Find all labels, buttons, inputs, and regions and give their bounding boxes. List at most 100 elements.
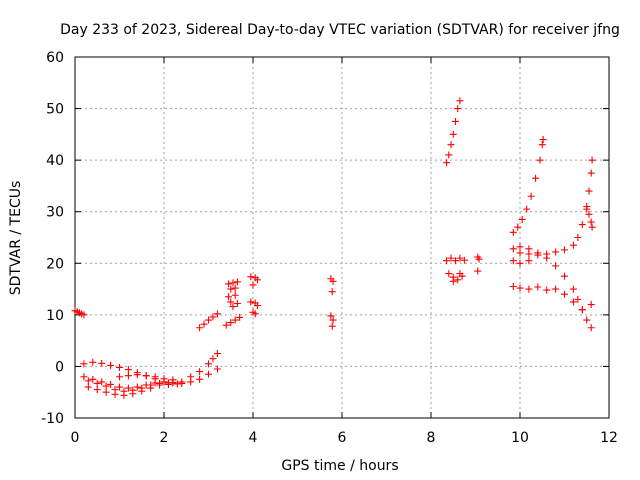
series-fall-10-11.6 bbox=[509, 243, 595, 332]
data-point bbox=[451, 117, 459, 125]
data-point bbox=[328, 322, 336, 330]
data-point bbox=[187, 378, 195, 386]
data-point bbox=[84, 377, 92, 385]
data-point bbox=[222, 321, 230, 329]
data-point bbox=[213, 350, 221, 358]
data-point bbox=[225, 280, 233, 288]
data-point bbox=[133, 371, 141, 379]
y-tick-label: 10 bbox=[46, 308, 64, 324]
data-point bbox=[231, 291, 239, 299]
data-point bbox=[133, 383, 141, 391]
data-point bbox=[124, 366, 132, 374]
series-rise-10.4 bbox=[509, 136, 547, 236]
data-point bbox=[539, 136, 547, 144]
series-band-8.5-lower bbox=[445, 270, 466, 285]
data-point bbox=[236, 313, 244, 321]
data-point bbox=[583, 205, 591, 213]
y-axis-label: SDTVAR / TECUs bbox=[8, 181, 24, 296]
data-point bbox=[229, 279, 237, 287]
data-point bbox=[538, 141, 546, 149]
series-arc-d bbox=[84, 377, 172, 395]
axis-ticks bbox=[74, 56, 610, 419]
data-point bbox=[213, 310, 221, 318]
data-point bbox=[518, 215, 526, 223]
x-tick-label: 6 bbox=[338, 430, 347, 446]
data-point bbox=[516, 259, 524, 267]
data-point bbox=[233, 278, 241, 286]
data-point bbox=[509, 282, 517, 290]
data-point bbox=[474, 267, 482, 275]
series-tail-11.6 bbox=[583, 205, 596, 231]
data-point bbox=[227, 298, 235, 306]
data-point bbox=[80, 373, 88, 381]
data-point bbox=[107, 380, 115, 388]
data-point bbox=[574, 295, 582, 303]
data-point bbox=[93, 379, 101, 387]
data-point bbox=[209, 355, 217, 363]
x-tick-label: 2 bbox=[160, 430, 169, 446]
data-point bbox=[516, 284, 524, 292]
data-point bbox=[116, 373, 123, 381]
series-rise-11.6 bbox=[516, 156, 596, 259]
data-point bbox=[173, 380, 181, 388]
data-point bbox=[578, 221, 586, 229]
data-point bbox=[569, 298, 577, 306]
series-cluster-5.8 bbox=[327, 275, 337, 330]
data-point bbox=[445, 151, 453, 159]
data-point bbox=[327, 312, 335, 320]
series-steep-8.5 bbox=[443, 97, 464, 167]
grid bbox=[75, 57, 609, 418]
data-point bbox=[196, 368, 204, 376]
data-point bbox=[523, 205, 531, 213]
data-point bbox=[587, 169, 595, 177]
series-rise-3h bbox=[196, 310, 221, 332]
data-point bbox=[456, 254, 464, 262]
data-point bbox=[107, 361, 115, 369]
data-point bbox=[116, 363, 123, 371]
x-tick-label: 12 bbox=[600, 430, 618, 446]
series-rise-3h-low bbox=[222, 313, 244, 329]
data-point bbox=[116, 383, 123, 391]
y-tick-label: -10 bbox=[41, 411, 64, 427]
series-band-10-lower bbox=[509, 257, 533, 267]
x-tick-label: 0 bbox=[71, 430, 80, 446]
data-point bbox=[147, 381, 155, 389]
data-point bbox=[231, 284, 239, 292]
data-point bbox=[227, 319, 235, 327]
data-point bbox=[247, 273, 255, 281]
data-point bbox=[543, 254, 551, 262]
data-point bbox=[525, 245, 533, 253]
data-point bbox=[160, 375, 168, 383]
data-point bbox=[588, 223, 596, 231]
data-point bbox=[80, 311, 88, 319]
data-point bbox=[569, 241, 577, 249]
data-point bbox=[552, 262, 560, 270]
data-point bbox=[129, 386, 137, 394]
data-point bbox=[514, 223, 522, 231]
data-point bbox=[516, 249, 524, 257]
data-point bbox=[534, 249, 542, 257]
data-point bbox=[449, 130, 457, 138]
data-point bbox=[456, 270, 464, 278]
series-cluster-3.6 bbox=[225, 278, 241, 311]
y-tick-label: 60 bbox=[46, 50, 64, 66]
data-points bbox=[71, 97, 596, 399]
data-point bbox=[156, 379, 164, 387]
series-arc-e bbox=[116, 371, 177, 384]
data-point bbox=[98, 378, 106, 386]
data-point bbox=[124, 372, 132, 380]
data-point bbox=[460, 256, 468, 264]
data-point bbox=[574, 234, 582, 241]
data-point bbox=[231, 316, 239, 324]
data-point bbox=[205, 360, 212, 368]
data-point bbox=[445, 270, 453, 278]
x-tick-label: 10 bbox=[511, 430, 529, 446]
data-point bbox=[447, 141, 455, 149]
data-point bbox=[475, 255, 483, 263]
data-point bbox=[561, 272, 568, 280]
data-point bbox=[543, 286, 551, 294]
data-point bbox=[534, 283, 542, 291]
data-point bbox=[98, 359, 106, 367]
data-point bbox=[447, 254, 455, 262]
